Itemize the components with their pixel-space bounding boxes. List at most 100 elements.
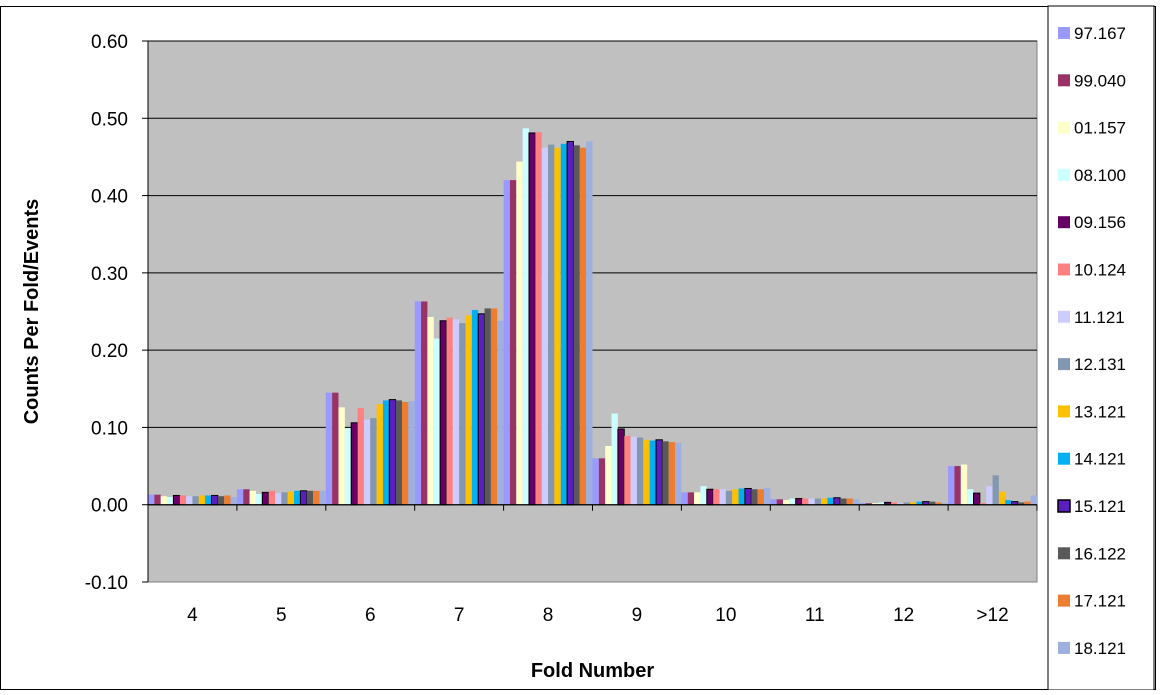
bar-10.124-5 (268, 490, 275, 505)
y-axis-title: Counts Per Fold/Events (21, 199, 43, 425)
bar-97.167-4 (148, 494, 155, 505)
bar-16.122-7 (484, 308, 491, 505)
legend-label: 13.121 (1074, 402, 1126, 421)
bar-17.121->12 (1024, 501, 1031, 505)
bar-12.131->12 (992, 475, 999, 505)
bar-08.100-12 (878, 502, 885, 505)
bar-11.121-11 (808, 498, 815, 505)
bar-99.040-7 (421, 301, 428, 505)
bar-12.131-8 (548, 144, 555, 505)
y-tick-label: -0.10 (85, 573, 128, 594)
bar-99.040-5 (243, 489, 250, 505)
bar-99.040-4 (154, 494, 161, 505)
bar-09.156-5 (261, 491, 270, 506)
bar-14.121-7 (471, 309, 479, 505)
legend-swatch (1058, 121, 1070, 134)
bar-01.157->12 (960, 464, 968, 505)
bar-18.121-4 (230, 496, 237, 505)
bar-01.157-4 (160, 496, 168, 505)
bar-15.121-6 (388, 399, 397, 506)
bar-11.121-12 (897, 503, 904, 505)
bar-01.157-11 (783, 500, 790, 505)
bar-11.121->12 (986, 486, 993, 505)
bar-11.121-8 (541, 147, 549, 505)
y-tick-label: 0.30 (91, 264, 128, 285)
y-tick-label: 0.50 (91, 109, 128, 130)
x-tick-label: 11 (805, 605, 825, 626)
legend-label: 01.157 (1074, 119, 1126, 138)
legend-swatch (1058, 594, 1070, 607)
bar-14.121-11 (827, 497, 834, 505)
axes: -0.10 0.00 0.10 0.20 0.30 0.40 0.50 0.60 4 5 6 7 8 9 1… (85, 32, 1038, 626)
bar-97.167-9 (592, 458, 599, 505)
bar-13.121-5 (287, 491, 295, 505)
bar-17.121-12 (935, 502, 942, 505)
bar-12.131-10 (725, 490, 733, 505)
bar-13.121-6 (376, 404, 383, 505)
bar-97.167-12 (859, 503, 866, 505)
y-tick-label: 0.60 (91, 32, 128, 53)
bar-01.157-12 (871, 503, 879, 505)
legend-label: 11.121 (1074, 308, 1125, 327)
bar-15.121-5 (299, 490, 308, 506)
bar-15.121-8 (566, 140, 574, 506)
legend-label: 18.121 (1074, 639, 1126, 658)
bar-13.121-4 (198, 495, 206, 505)
bar-14.121-8 (560, 143, 568, 505)
bar-01.157-5 (249, 490, 256, 505)
legend-label: 08.100 (1074, 166, 1126, 185)
bar-13.121->12 (998, 491, 1006, 505)
bar-10.124-7 (446, 317, 453, 505)
bar-09.156-8 (528, 132, 536, 506)
bar-15.121-9 (655, 439, 663, 506)
bar-01.157-8 (516, 161, 523, 505)
legend-label: 14.121 (1074, 450, 1126, 469)
bar-13.121-7 (465, 315, 472, 505)
bar-17.121-7 (490, 308, 498, 505)
bar-09.156-7 (439, 320, 447, 506)
bar-99.040-6 (332, 392, 339, 505)
x-tick-label: 4 (187, 605, 198, 626)
bar-10.124-9 (624, 435, 631, 505)
legend-label: 97.167 (1074, 24, 1126, 43)
bar-12.131-5 (281, 492, 288, 505)
bar-15.121-7 (477, 313, 486, 506)
bar-16.122-4 (217, 496, 225, 505)
legend-label: 15.121 (1074, 497, 1126, 516)
bar-18.121-9 (675, 442, 682, 505)
bar-17.121-11 (846, 498, 853, 505)
bar-97.167-11 (770, 499, 777, 505)
x-tick-label: 6 (365, 605, 376, 626)
bar-18.121-8 (586, 141, 593, 505)
bar-10.124-4 (179, 495, 187, 505)
bar-97.167-5 (236, 489, 244, 505)
bar-09.156-11 (795, 498, 803, 506)
bar-16.122-9 (662, 441, 669, 505)
legend-label: 10.124 (1074, 261, 1126, 280)
bar-18.121-12 (941, 503, 949, 505)
bar-09.156-6 (350, 422, 359, 506)
bar-17.121-10 (757, 489, 764, 505)
bar-15.121-10 (744, 487, 752, 506)
bar-18.121-5 (319, 490, 326, 505)
legend-swatch (1058, 27, 1070, 39)
bar-10.124-8 (535, 132, 542, 505)
bar-17.121-6 (402, 401, 409, 505)
legend-swatch (1058, 547, 1070, 560)
bar-01.157-7 (427, 316, 434, 505)
bar-11.121-4 (186, 496, 193, 505)
x-tick-label: 5 (276, 605, 287, 626)
legend-swatch (1058, 263, 1070, 276)
x-tick-label: 12 (893, 605, 914, 626)
bar-10.124-6 (357, 408, 364, 505)
bar-16.122->12 (1017, 502, 1025, 505)
bar-97.167-10 (681, 492, 688, 505)
legend-swatch (1057, 499, 1071, 513)
bar-01.157-10 (694, 492, 701, 505)
bar-12.131-6 (370, 418, 377, 505)
bar-11.121-9 (630, 436, 637, 505)
legend-box (1047, 5, 1155, 691)
bar-11.121-6 (363, 419, 371, 505)
x-tick-label: 8 (543, 605, 554, 626)
bars (148, 128, 1037, 506)
